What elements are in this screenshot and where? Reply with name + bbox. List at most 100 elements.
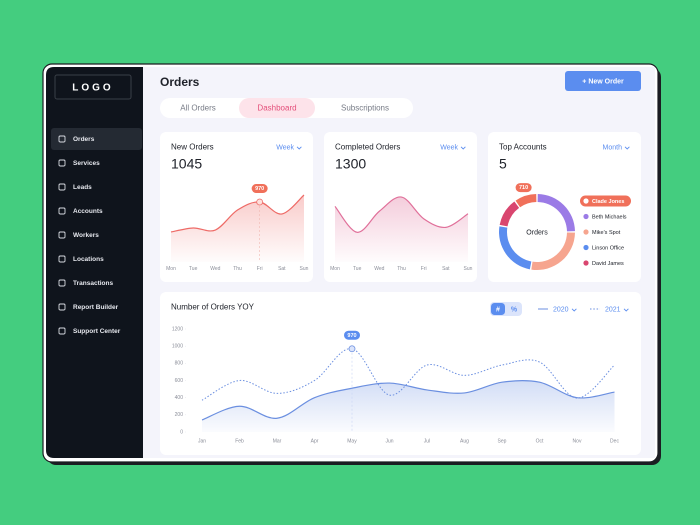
period-select[interactable]: Month	[603, 144, 623, 151]
x-tick-label: Fri	[421, 266, 427, 272]
nav-icon	[58, 159, 66, 167]
legend-dot	[583, 244, 589, 251]
x-tick-label: Mon	[330, 266, 340, 272]
x-tick-label: Mon	[166, 266, 176, 272]
line	[170, 194, 305, 233]
y-tick-label: 0	[180, 429, 183, 435]
nav-item[interactable]: Workers	[73, 232, 99, 239]
period-select[interactable]: Week	[440, 144, 458, 151]
x-tick-label: Thu	[397, 266, 406, 272]
x-tick-label: Sat	[442, 266, 450, 272]
legend-dot	[583, 213, 589, 220]
new-order-label[interactable]: + New Order	[582, 78, 624, 85]
donut-segment	[537, 194, 575, 232]
nav-icon	[58, 183, 66, 191]
tab[interactable]: All Orders	[180, 104, 216, 113]
y-tick-label: 600	[175, 378, 184, 384]
area	[202, 380, 615, 432]
donut-segment	[498, 226, 532, 270]
x-tick-label: Jul	[424, 438, 430, 444]
charts: New Orders Week 1045 Mon Tue Wed Thu Fri Sat Sun 9…	[166, 143, 631, 444]
y-tick-label: 200	[175, 412, 184, 418]
x-tick-label: Oct	[536, 438, 544, 444]
line	[201, 348, 615, 401]
nav-item[interactable]: Services	[73, 160, 100, 167]
nav-icon	[58, 279, 66, 287]
legend-label[interactable]: Beth Michaels	[592, 214, 627, 220]
x-tick-label: Wed	[374, 266, 384, 272]
logo: LOGO	[72, 83, 113, 94]
x-tick-label: Tue	[353, 266, 362, 272]
x-tick-label: Sun	[464, 266, 473, 272]
nav-item[interactable]: Locations	[73, 256, 104, 263]
legend-label[interactable]: 2021	[605, 306, 621, 313]
legend-dot	[583, 260, 589, 266]
value-label: 970	[255, 186, 264, 192]
area	[171, 195, 304, 262]
chevron	[623, 308, 629, 312]
nav-icon	[58, 255, 66, 263]
value-badge	[344, 330, 360, 340]
card-title: Completed Orders	[335, 143, 400, 152]
x-tick-label: May	[347, 438, 357, 444]
legend-label[interactable]: Clade Jones	[592, 199, 624, 205]
chevron	[460, 146, 466, 150]
x-tick-label: Thu	[233, 266, 242, 272]
x-tick-label: Mar	[273, 438, 282, 444]
y-tick-label: 400	[175, 395, 184, 401]
toggle-option[interactable]: %	[511, 306, 518, 313]
x-tick-label: Sun	[300, 266, 309, 272]
card-total: 1045	[171, 156, 202, 172]
legend-label[interactable]: Mike's Spot	[592, 230, 621, 236]
nav-icon	[58, 231, 66, 239]
x-tick-label: Apr	[311, 438, 319, 444]
toggle-option[interactable]: #	[496, 306, 500, 313]
chevron	[624, 146, 630, 150]
toggle-active[interactable]	[491, 303, 505, 315]
nav-icon	[58, 135, 66, 143]
nav: Orders Services Leads Accounts Workers Locati…	[58, 135, 121, 335]
legend-dot	[583, 198, 589, 204]
page-title: Orders	[160, 75, 200, 89]
logo-box	[54, 74, 132, 100]
legend-label[interactable]: Linson Office	[592, 245, 624, 251]
nav-icon	[58, 303, 66, 311]
legend-label[interactable]: 2020	[553, 306, 569, 313]
chevron	[571, 308, 577, 312]
nav-item[interactable]: Support Center	[73, 328, 121, 335]
donut-segment	[531, 232, 575, 270]
card-total: 1300	[335, 156, 366, 172]
tab-active-bg	[239, 98, 315, 118]
nav-icon	[58, 207, 66, 215]
donut-segment	[499, 201, 520, 227]
new-order-button[interactable]	[565, 71, 641, 91]
y-tick-label: 800	[175, 361, 184, 367]
legend-dot	[583, 229, 589, 235]
nav-item[interactable]: Leads	[73, 184, 92, 191]
legend-highlight	[580, 195, 631, 207]
period-select[interactable]: Week	[276, 144, 294, 151]
chevron	[296, 146, 302, 150]
card-total: 5	[499, 156, 507, 172]
x-tick-label: Sat	[278, 266, 286, 272]
value-badge	[515, 183, 532, 193]
highlight-point	[348, 345, 356, 353]
legend-label[interactable]: David James	[592, 261, 624, 267]
x-tick-label: Jun	[385, 438, 393, 444]
nav-active-bg	[51, 128, 142, 150]
card-title: New Orders	[171, 143, 214, 152]
x-tick-label: Nov	[573, 438, 582, 444]
x-tick-label: Fri	[257, 266, 263, 272]
tab-active[interactable]: Dashboard	[257, 104, 296, 113]
nav-item[interactable]: Transactions	[73, 280, 113, 287]
donut-center-label: Orders	[526, 229, 548, 236]
highlight-point	[256, 198, 264, 206]
value-badge	[251, 184, 268, 193]
nav-item[interactable]: Accounts	[73, 208, 103, 215]
tab[interactable]: Subscriptions	[341, 104, 389, 113]
nav-item[interactable]: Orders	[73, 136, 95, 143]
nav-item[interactable]: Report Builder	[73, 304, 119, 311]
sidebar	[46, 67, 143, 458]
